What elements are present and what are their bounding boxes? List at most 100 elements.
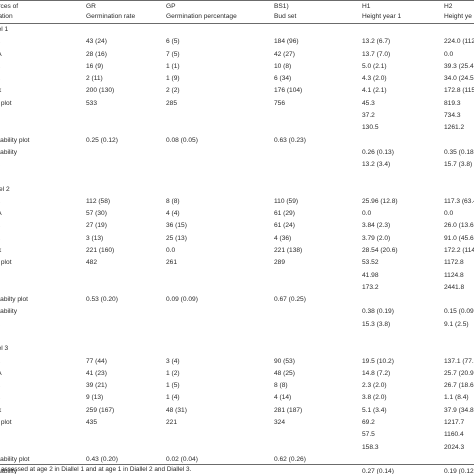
header-gp-name: Germination percentage: [166, 12, 237, 20]
value-cell: 1 (9): [166, 75, 180, 83]
table-row: ot 41.98 1124.8: [0, 270, 474, 282]
value-cell: 172.8 (115: [444, 87, 474, 95]
source-cell: ock: [0, 405, 81, 417]
source-cell: CA: [0, 356, 81, 368]
value-cell: 36 (15): [166, 222, 187, 230]
value-cell: 0.19 (0.12: [444, 468, 474, 474]
value-cell: 26.7 (18.6: [444, 382, 474, 390]
value-cell: 184 (96): [274, 38, 299, 46]
value-cell: 77 (44): [86, 357, 107, 365]
value-cell: 5.1 (3.4): [362, 406, 387, 414]
source-cell: iCA: [0, 208, 81, 220]
table-row: CA 112 (58) 8 (8) 110 (59) 25.96 (12.8) 117.3…: [0, 196, 474, 208]
value-cell: 43 (24): [86, 38, 107, 46]
value-cell: 2441.8: [444, 283, 465, 291]
value-cell: 756: [274, 99, 286, 107]
header-source-line1: ources of: [0, 3, 19, 10]
value-cell: 26.0 (13.6: [444, 222, 474, 230]
value-cell: 45.3: [362, 99, 375, 107]
source-cell: CA: [0, 392, 81, 404]
value-cell: 34.0 (24.5: [444, 75, 474, 83]
source-cell: ror plot: [0, 259, 12, 267]
value-cell: 285: [166, 99, 178, 107]
source-cell: CA: [0, 233, 81, 245]
value-cell: 0.0: [362, 210, 372, 218]
value-cell: 221 (138): [274, 247, 303, 255]
value-cell: 289: [274, 259, 286, 267]
value-cell: 90 (53): [274, 357, 295, 365]
value-cell: 482: [86, 259, 98, 267]
table-row: CA 43 (24) 6 (5) 184 (96) 13.2 (6.7) 224.0 (1…: [0, 36, 474, 48]
value-cell: 176 (104): [274, 87, 303, 95]
value-cell: 3 (13): [86, 234, 104, 242]
table-row: ror plot 435 221 324 69.2 1217.7: [0, 417, 474, 429]
table-row: eritability 0.38 (0.19) 0.15 (0.09: [0, 306, 474, 318]
table-row: A 13.2 (3.4) 15.7 (3.8): [0, 159, 474, 171]
table-row: CA 27 (19) 36 (15) 61 (24) 3.84 (2.3) 26.0 (1…: [0, 220, 474, 232]
value-cell: 1 (1): [166, 62, 180, 70]
value-cell: 0.26 (0.13): [362, 148, 394, 156]
table-row: ock 200 (130) 2 (2) 176 (104) 4.1 (2.1) 172.8…: [0, 85, 474, 97]
value-cell: 5.0 (2.1): [362, 62, 387, 70]
value-cell: 1217.7: [444, 418, 465, 426]
value-cell: 13.7 (7.0): [362, 50, 391, 58]
value-cell: 39 (21): [86, 382, 107, 390]
value-cell: 0.09 (0.09): [166, 296, 198, 304]
value-cell: 819.3: [444, 99, 461, 107]
source-cell: eritability plot: [0, 455, 30, 463]
value-cell: 3.84 (2.3): [362, 222, 391, 230]
value-cell: 28 (16): [86, 50, 107, 58]
header-gp-abbr: GP: [166, 3, 176, 10]
value-cell: 112 (58): [86, 197, 111, 205]
value-cell: 0.0: [444, 50, 454, 58]
value-cell: 14.8 (7.2): [362, 369, 391, 377]
value-cell: 6 (5): [166, 38, 180, 46]
value-cell: 13.2 (6.7): [362, 38, 391, 46]
table-row: CA 16 (9) 1 (1) 10 (8) 5.0 (2.1) 39.3 (25.4: [0, 61, 474, 73]
table-row: CA 3 (13) 25 (13) 4 (36) 3.79 (2.0) 91.0 (45.…: [0, 233, 474, 245]
value-cell: 0.62 (0.26): [274, 455, 306, 463]
value-cell: 48 (25): [274, 369, 295, 377]
source-cell: ror: [0, 442, 81, 454]
value-cell: 224.0 (112: [444, 38, 474, 46]
header-h2-abbr: H2: [444, 3, 453, 10]
source-cell: ot: [0, 110, 81, 122]
value-cell: 1 (5): [166, 382, 180, 390]
value-cell: 0.15 (0.09: [444, 308, 474, 316]
table-row: eritability 0.27 (0.14) 0.19 (0.12: [0, 466, 474, 474]
value-cell: 0.0: [166, 247, 176, 255]
table-row: iCA 28 (16) 7 (5) 42 (27) 13.7 (7.0) 0.0: [0, 49, 474, 61]
table-row: ot 37.2 734.3: [0, 110, 474, 122]
value-cell: 221 (160): [86, 247, 115, 255]
value-cell: 4.3 (2.0): [362, 75, 387, 83]
source-cell: ock: [0, 85, 81, 97]
value-cell: 6 (34): [274, 75, 292, 83]
value-cell: 25.96 (12.8): [362, 197, 398, 205]
value-cell: 1172.8: [444, 259, 464, 267]
value-cell: 41.98: [362, 271, 379, 279]
source-cell: ror: [0, 122, 81, 134]
section-title-row: allel 1: [0, 24, 474, 36]
value-cell: 1.1 (8.4): [444, 394, 469, 402]
value-cell: 4 (36): [274, 234, 292, 242]
source-cell: ror plot: [0, 418, 12, 426]
source-cell: CA: [0, 73, 81, 85]
table-row: CA 39 (21) 1 (5) 8 (8) 2.3 (2.0) 26.7 (18.6: [0, 380, 474, 392]
section-title-row: iallel 2: [0, 184, 474, 196]
value-cell: 0.38 (0.19): [362, 308, 394, 316]
value-cell: 2.3 (2.0): [362, 382, 387, 390]
value-cell: 7 (5): [166, 50, 180, 58]
value-cell: 0.25 (0.12): [86, 136, 118, 144]
value-cell: 0.67 (0.25): [274, 296, 306, 304]
table-row: iCA 57 (30) 4 (4) 61 (29) 0.0 0.0: [0, 208, 474, 220]
value-cell: 158.3: [362, 443, 379, 451]
source-cell: CA: [0, 380, 81, 392]
section-title: allel 3: [0, 345, 9, 353]
source-cell: CA: [0, 220, 81, 232]
value-cell: 172.2 (114: [444, 247, 474, 255]
value-cell: 27 (19): [86, 222, 107, 230]
value-cell: 3 (4): [166, 357, 180, 365]
table-footnote: ) assessed at age 2 in Diallel 1 and at …: [0, 466, 192, 473]
source-cell: eritability: [0, 148, 18, 156]
value-cell: 0.63 (0.23): [274, 136, 306, 144]
